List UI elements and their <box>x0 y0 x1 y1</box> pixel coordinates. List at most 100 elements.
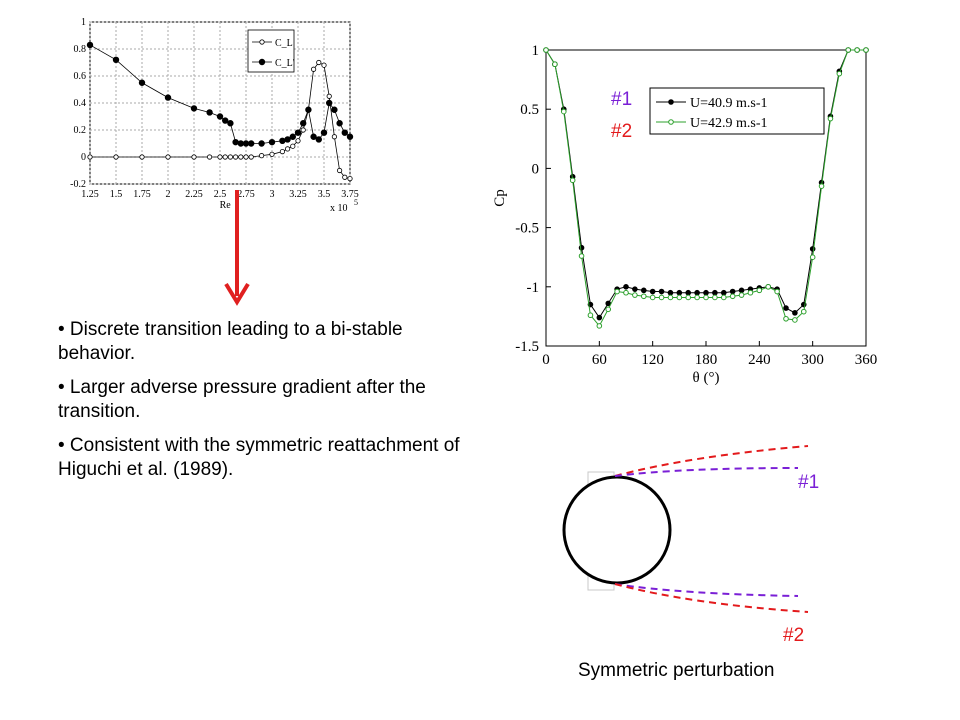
data-point <box>341 129 348 136</box>
wake-line-2-bottom <box>614 583 809 613</box>
data-point <box>233 154 239 160</box>
data-point <box>258 140 265 147</box>
data-point <box>310 133 317 140</box>
data-point <box>316 59 322 66</box>
data-point <box>703 289 709 296</box>
data-point <box>703 294 709 301</box>
legend-marker <box>668 119 674 125</box>
x-tick-label: 60 <box>592 352 607 368</box>
data-point <box>658 294 665 301</box>
data-point <box>765 283 772 290</box>
y-tick-label: 1 <box>81 17 86 28</box>
data-point <box>605 300 612 307</box>
data-point <box>809 254 816 260</box>
data-point <box>86 41 94 49</box>
down-arrow-icon <box>224 190 250 306</box>
data-point <box>667 289 674 296</box>
y-tick-label: 0.4 <box>74 98 87 109</box>
data-point <box>747 289 754 296</box>
data-point <box>87 154 93 160</box>
data-point <box>342 174 348 180</box>
data-point <box>560 108 567 115</box>
data-point <box>299 120 307 127</box>
y-tick-label: 0.5 <box>520 102 539 118</box>
data-point <box>667 294 674 301</box>
data-point <box>720 294 727 301</box>
y-tick-label: -0.2 <box>70 179 86 190</box>
x-tick-label: 2.5 <box>214 189 227 200</box>
y-tick-label: 0 <box>532 161 540 177</box>
data-point <box>845 47 852 53</box>
data-point <box>863 47 869 53</box>
data-point <box>632 286 638 292</box>
data-point <box>294 129 302 136</box>
data-point <box>756 287 763 294</box>
data-point <box>247 140 255 147</box>
data-point <box>685 289 692 296</box>
x-tick-label: 3.75 <box>341 189 359 200</box>
y-tick-label: -1 <box>527 280 540 296</box>
legend-box <box>649 87 825 135</box>
x-tick-label: 2.25 <box>185 189 203 200</box>
x-tick-label: 240 <box>748 352 771 368</box>
x-tick-label: 2 <box>166 189 171 200</box>
data-point <box>632 292 638 298</box>
data-point <box>207 154 213 160</box>
data-point <box>685 294 692 301</box>
legend-label: C_L <box>275 38 293 49</box>
data-point <box>289 133 296 140</box>
cp-vs-theta-chart: 0 60 120 180 240 300 360 -1.5 -1 -0.5 0 0.5 1 θ (°) Cp… <box>492 43 878 386</box>
bullet-2: • Larger adverse pressure gradient after… <box>58 377 426 422</box>
x-tick-label: 0 <box>542 352 550 368</box>
label-1: #1 <box>798 472 819 493</box>
cl-vs-re-chart: 1.25 1.5 1.75 2 2.25 2.5 2.75 3 3.25 3.5 3.75 -0.2 0… <box>70 17 359 214</box>
data-point <box>259 153 265 159</box>
data-point <box>623 283 629 290</box>
data-point <box>217 154 223 160</box>
x-tick-label: 3.5 <box>318 189 331 200</box>
annotation-2: #2 <box>611 121 632 142</box>
x-tick-label: 1.25 <box>81 189 99 200</box>
data-point <box>836 70 843 77</box>
data-point <box>279 137 286 144</box>
y-tick-label: -0.5 <box>515 221 539 237</box>
y-tick-label: 0.8 <box>74 44 87 55</box>
legend-marker <box>259 39 265 45</box>
data-point <box>569 177 576 184</box>
data-point <box>605 306 612 313</box>
data-point <box>295 138 301 144</box>
data-point <box>336 120 343 127</box>
data-point <box>552 61 558 68</box>
data-point <box>738 292 745 298</box>
data-point <box>227 120 234 127</box>
data-point <box>305 106 312 113</box>
annotation-1: #1 <box>611 89 632 110</box>
data-point <box>206 109 213 116</box>
data-point <box>720 289 727 296</box>
data-point <box>331 134 337 140</box>
data-point <box>738 287 745 294</box>
data-point <box>792 317 798 323</box>
data-point <box>237 140 244 147</box>
x-tick-label: 3.25 <box>289 189 307 200</box>
y-axis-label: Cp <box>492 189 508 207</box>
data-point <box>190 105 198 112</box>
wake-line-1-bottom <box>614 583 799 597</box>
data-point <box>614 288 620 295</box>
x-tick-label: 2.75 <box>237 189 255 200</box>
legend-marker <box>258 58 266 66</box>
data-point <box>578 253 585 259</box>
data-point <box>191 154 197 160</box>
data-point <box>854 47 860 53</box>
data-point <box>783 315 789 322</box>
x-axis-label: Re <box>220 200 232 211</box>
data-point <box>320 129 328 136</box>
x-tick-label: 360 <box>855 352 878 368</box>
data-point <box>300 127 306 133</box>
data-point <box>113 154 119 160</box>
data-point <box>658 288 665 295</box>
data-point <box>649 288 656 295</box>
data-point <box>827 115 834 122</box>
data-point <box>331 106 338 113</box>
data-point <box>243 154 249 160</box>
